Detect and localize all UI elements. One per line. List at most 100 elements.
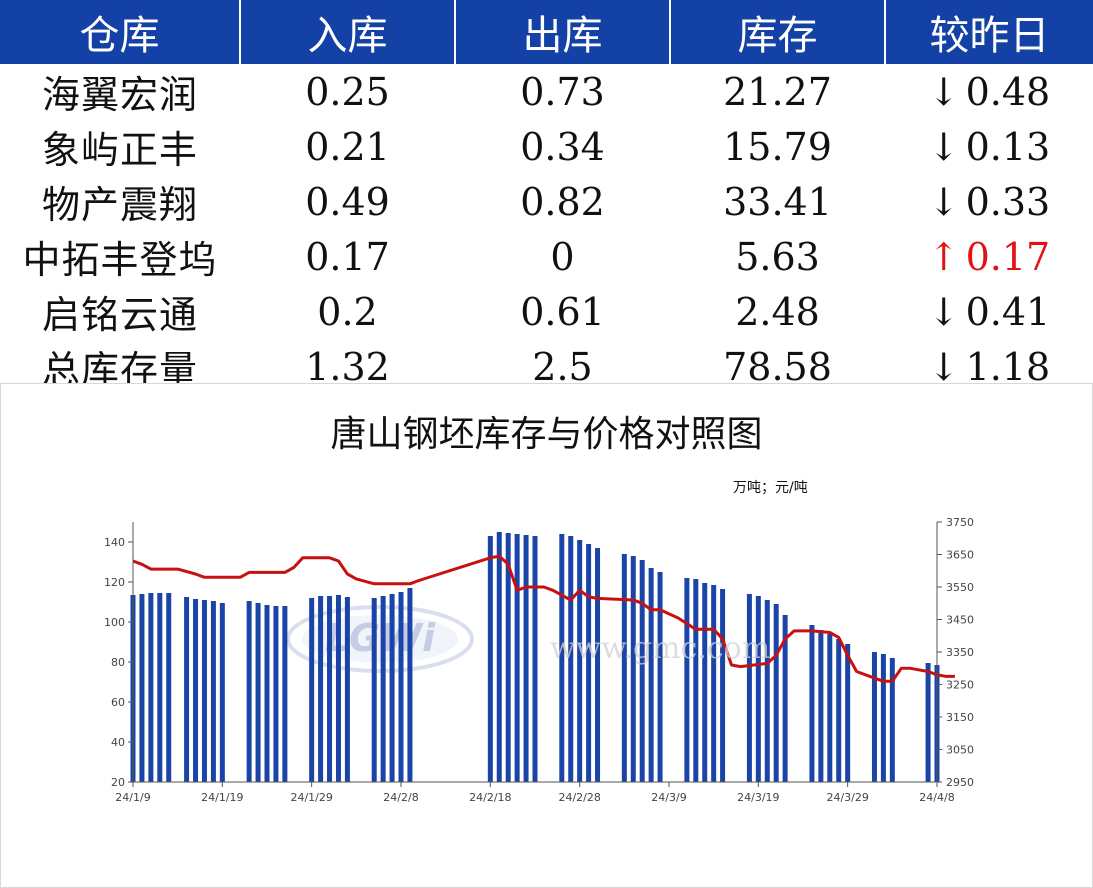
header-in: 入库 [240,0,456,64]
bar [880,654,886,782]
bar [845,644,851,782]
change-cell: ↓ 0.48 [885,64,1093,119]
bar [148,593,154,782]
y-right-tick-label: 3350 [946,646,974,659]
svg-text:LGWi: LGWi [325,616,436,660]
bar [264,605,270,782]
bar [693,579,699,782]
bar [809,625,815,782]
bar [389,594,395,782]
warehouse-name: 海翼宏润 [41,73,198,117]
change-value: 1.18 [965,344,1051,389]
warehouse-name: 中拓丰登坞 [22,238,218,282]
bar [755,596,761,782]
bar [586,544,592,782]
out-value: 0.34 [520,124,605,169]
chart-unit-label: 万吨；元/吨 [733,480,808,496]
y-right-tick-label: 3250 [946,679,974,692]
bar [639,560,645,782]
x-tick-label: 24/1/9 [115,791,150,804]
change-cell: ↓ 0.41 [885,284,1093,339]
bar [157,593,163,782]
arrow-down-icon: ↓ [927,344,960,389]
bar [505,533,511,782]
x-tick-label: 24/4/8 [919,791,954,804]
table-row: 总库存量 1.32 2.5 78.58 ↓ 1.18 [0,339,1093,394]
bar [764,600,770,782]
bar [193,599,199,782]
x-tick-label: 24/3/19 [737,791,779,804]
in-value: 0.49 [305,179,390,224]
stock-value: 78.58 [723,344,832,389]
in-value: 0.17 [305,234,390,279]
bar [273,606,279,782]
x-tick-label: 24/3/9 [651,791,686,804]
chart-panel [0,383,1093,888]
bar [139,594,145,782]
bar [559,534,565,782]
change-value: 0.13 [965,124,1051,169]
warehouse-name: 象屿正丰 [41,128,198,172]
y-right-tick-label: 3750 [946,516,974,529]
bar [827,634,833,782]
table-row: 启铭云通 0.2 0.61 2.48 ↓ 0.41 [0,284,1093,339]
bar [184,597,190,782]
out-value: 2.5 [532,344,593,389]
bar [344,597,350,782]
change-cell: ↓ 0.33 [885,174,1093,229]
bar [335,595,341,782]
change-value: 0.41 [965,289,1051,334]
x-tick-label: 24/3/29 [826,791,868,804]
in-value: 0.21 [305,124,390,169]
bar [496,532,502,782]
warehouse-name: 启铭云通 [41,293,198,337]
bar [318,596,324,782]
bar [407,588,413,782]
bar [657,572,663,782]
y-right-tick-label: 3550 [946,581,974,594]
x-tick-label: 24/2/18 [469,791,511,804]
bar [371,598,377,782]
bar [595,548,601,782]
y-left-tick-label: 20 [111,776,125,789]
y-left-tick-label: 60 [111,696,125,709]
x-tick-label: 24/1/29 [290,791,332,804]
change-value: 0.33 [965,179,1051,224]
change-value: 0.17 [965,234,1051,279]
arrow-down-icon: ↓ [927,124,960,169]
bar [702,583,708,782]
x-tick-label: 24/2/8 [383,791,418,804]
bar [327,596,333,782]
stock-value: 15.79 [723,124,832,169]
header-change: 较昨日 [885,0,1093,64]
bar [925,663,931,782]
stock-value: 21.27 [723,69,832,114]
bar [219,603,225,782]
bar [282,606,288,782]
watermark-logo-icon: LGWi [286,605,474,673]
change-cell: ↑ 0.17 [885,229,1093,284]
y-right-tick-label: 3050 [946,744,974,757]
table-row: 海翼宏润 0.25 0.73 21.27 ↓ 0.48 [0,64,1093,119]
chart-title: 唐山钢坯库存与价格对照图 [330,414,763,455]
bar [630,556,636,782]
out-value: 0.61 [520,289,605,334]
change-value: 0.48 [965,69,1051,114]
arrow-down-icon: ↓ [927,179,960,224]
bar [871,652,877,782]
bar [487,536,493,782]
bar [818,630,824,782]
y-right-tick-label: 2950 [946,776,974,789]
header-warehouse: 仓库 [0,0,241,64]
bar [773,604,779,782]
bar [255,603,261,782]
bar [568,536,574,782]
in-value: 0.25 [305,69,390,114]
out-value: 0.82 [520,179,605,224]
bar [166,593,172,782]
y-right-tick-label: 3450 [946,614,974,627]
bar [514,534,520,782]
stock-value: 2.48 [735,289,820,334]
inventory-table: 仓库 入库 出库 库存 较昨日 海翼宏润 0.25 0.73 21.27 ↓ 0.48 象屿… [0,0,1093,394]
y-left-tick-label: 100 [104,616,125,629]
